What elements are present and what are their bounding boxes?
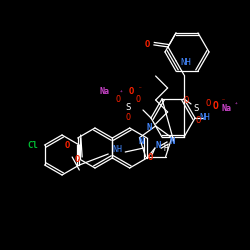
Text: S: S bbox=[125, 102, 131, 112]
Text: Cl: Cl bbox=[27, 140, 38, 149]
Text: O: O bbox=[65, 142, 70, 150]
Text: O: O bbox=[213, 101, 219, 111]
Text: O: O bbox=[136, 96, 140, 104]
Text: N: N bbox=[155, 142, 161, 150]
Text: O: O bbox=[126, 112, 130, 122]
Text: O: O bbox=[147, 154, 153, 162]
Text: NH: NH bbox=[112, 146, 122, 154]
Text: O: O bbox=[74, 156, 80, 164]
Text: S: S bbox=[193, 104, 199, 114]
Text: NH: NH bbox=[200, 114, 210, 122]
Text: ⁺: ⁺ bbox=[234, 100, 238, 108]
Text: ⁻: ⁻ bbox=[220, 96, 226, 106]
Text: O: O bbox=[144, 40, 150, 50]
Text: H: H bbox=[163, 144, 168, 153]
Text: O: O bbox=[116, 96, 120, 104]
Text: ⁻: ⁻ bbox=[138, 84, 142, 94]
Text: Na: Na bbox=[100, 88, 110, 96]
Text: Na: Na bbox=[221, 104, 231, 114]
Text: O: O bbox=[205, 100, 211, 108]
Text: NH: NH bbox=[180, 58, 192, 68]
Text: O: O bbox=[183, 96, 189, 106]
Text: O: O bbox=[128, 88, 134, 96]
Text: ⁺: ⁺ bbox=[119, 88, 123, 96]
Text: O: O bbox=[195, 116, 201, 126]
Text: N: N bbox=[139, 137, 144, 146]
Text: N: N bbox=[147, 124, 152, 132]
Text: N: N bbox=[169, 136, 175, 145]
